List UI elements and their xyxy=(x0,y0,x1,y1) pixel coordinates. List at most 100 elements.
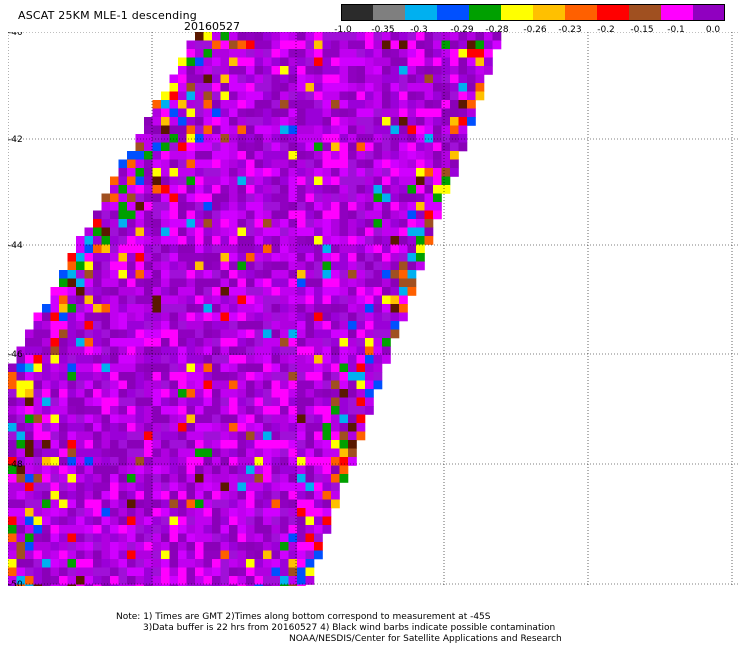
swath-cell xyxy=(305,151,315,160)
swath-cell xyxy=(237,431,247,441)
swath-cell xyxy=(339,278,349,288)
swath-cell xyxy=(152,389,162,398)
swath-cell xyxy=(271,321,281,330)
swath-cell xyxy=(458,91,468,101)
swath-cell xyxy=(297,270,306,279)
swath-cell xyxy=(246,142,255,152)
swath-cell xyxy=(382,168,391,177)
swath-cell xyxy=(135,423,145,432)
swath-cell xyxy=(16,448,26,458)
swath-cell xyxy=(237,338,247,347)
swath-cell xyxy=(416,66,425,75)
swath-cell xyxy=(118,406,128,415)
swath-cell xyxy=(203,380,213,390)
swath-cell xyxy=(433,134,442,143)
swath-cell xyxy=(356,227,366,237)
swath-cell xyxy=(110,329,119,339)
swath-cell xyxy=(33,525,43,534)
swath-cell xyxy=(76,389,85,398)
swath-cell xyxy=(67,406,77,415)
swath-cell xyxy=(280,584,289,586)
swath-cell xyxy=(280,499,289,509)
swath-cell xyxy=(314,66,323,75)
swath-cell xyxy=(331,423,340,432)
swath-cell xyxy=(356,100,366,109)
swath-cell xyxy=(76,576,85,585)
swath-cell xyxy=(331,117,340,126)
swath-cell xyxy=(135,533,145,543)
swath-cell xyxy=(263,542,272,551)
swath-cell xyxy=(152,491,162,500)
swath-cell xyxy=(152,304,162,313)
swath-cell xyxy=(314,346,323,356)
swath-cell xyxy=(390,244,400,254)
swath-plot: -40-42-44-46-48-50-120-117-114-111-108-1… xyxy=(8,32,740,586)
swath-cell xyxy=(93,448,102,458)
swath-cell xyxy=(246,406,255,415)
swath-cell xyxy=(169,159,179,169)
swath-cell xyxy=(407,40,417,50)
swath-cell xyxy=(297,142,306,152)
swath-cell xyxy=(399,142,408,152)
swath-cell xyxy=(288,219,298,228)
swath-cell xyxy=(288,117,298,126)
swath-cell xyxy=(135,491,145,500)
swath-cell xyxy=(59,584,68,586)
swath-cell xyxy=(288,406,298,415)
swath-cell xyxy=(450,151,459,160)
swath-cell xyxy=(67,559,77,568)
swath-cell xyxy=(195,57,204,67)
swath-cell xyxy=(390,295,400,305)
swath-cell xyxy=(297,236,306,245)
swath-cell xyxy=(110,559,119,568)
swath-cell xyxy=(382,312,391,322)
swath-cell xyxy=(178,542,187,551)
swath-cell xyxy=(390,142,400,152)
swath-cell xyxy=(399,91,408,101)
swath-cell xyxy=(144,508,153,517)
swath-cell xyxy=(331,380,340,390)
swath-cell xyxy=(169,304,179,313)
swath-cell xyxy=(280,261,289,271)
swath-cell xyxy=(280,253,289,262)
swath-cell xyxy=(254,559,264,568)
swath-cell xyxy=(59,440,68,449)
swath-cell xyxy=(331,91,340,101)
swath-cell xyxy=(186,270,196,279)
swath-cell xyxy=(76,516,85,526)
swath-cell xyxy=(84,457,94,466)
swath-cell xyxy=(42,576,51,585)
swath-cell xyxy=(450,117,459,126)
swath-cell xyxy=(186,125,196,135)
swath-cell xyxy=(237,202,247,211)
swath-cell xyxy=(399,227,408,237)
swath-cell xyxy=(424,236,434,245)
colorbar-label: -0.28 xyxy=(485,25,509,35)
swath-cell xyxy=(229,329,238,339)
swath-cell xyxy=(314,542,323,551)
swath-cell xyxy=(93,295,102,305)
swath-cell xyxy=(169,406,179,415)
swath-cell xyxy=(254,474,264,483)
swath-cell xyxy=(348,312,357,322)
swath-cell xyxy=(76,559,85,568)
swath-cell xyxy=(178,261,187,271)
swath-cell xyxy=(229,278,238,288)
swath-cell xyxy=(220,491,230,500)
swath-cell xyxy=(186,244,196,254)
swath-cell xyxy=(169,389,179,398)
swath-cell xyxy=(152,134,162,143)
swath-cell xyxy=(382,338,391,347)
swath-cell xyxy=(288,108,298,118)
swath-cell xyxy=(101,584,111,586)
swath-cell xyxy=(144,372,153,381)
swath-cell xyxy=(297,261,306,271)
swath-cell xyxy=(169,482,179,492)
swath-cell xyxy=(246,151,255,160)
swath-cell xyxy=(424,142,434,152)
swath-cell xyxy=(246,261,255,271)
swath-cell xyxy=(25,542,34,551)
swath-cell xyxy=(314,142,323,152)
swath-cell xyxy=(118,431,128,441)
swath-cell xyxy=(212,457,221,466)
